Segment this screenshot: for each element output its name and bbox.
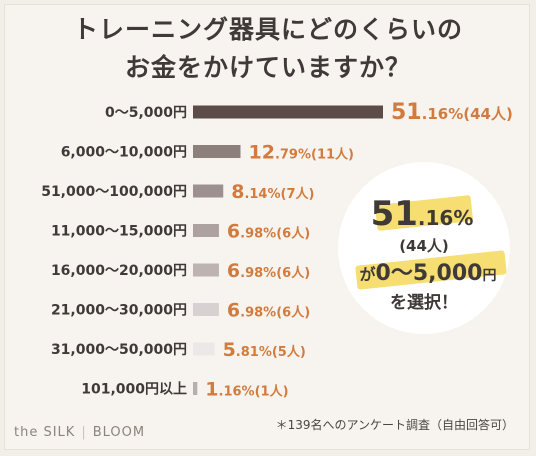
callout-selected-text: を選択！ bbox=[390, 292, 458, 313]
value-label: 6.98%(6人) bbox=[227, 221, 310, 243]
bar bbox=[193, 184, 224, 198]
callout-count: (44人) bbox=[399, 237, 449, 255]
callout-range-value: 0～5,000 bbox=[376, 261, 483, 286]
callout-percent-dec: .16% bbox=[418, 206, 473, 230]
category-label: 21,000～30,000円 bbox=[51, 303, 187, 319]
bar bbox=[193, 105, 383, 119]
callout-range: が0～5,000円 bbox=[360, 261, 497, 286]
bar bbox=[193, 303, 219, 316]
value-label: 6.98%(6人) bbox=[227, 300, 310, 322]
category-label: 0～5,000円 bbox=[105, 105, 187, 121]
value-label: 1.16%(1人) bbox=[205, 379, 288, 401]
callout-prefix: が bbox=[360, 265, 376, 284]
chart-title-line1: トレーニング器具にどのくらいの bbox=[72, 15, 463, 44]
value-label: 6.98%(6人) bbox=[227, 260, 310, 282]
category-label: 6,000～10,000円 bbox=[61, 145, 187, 161]
brand-left: the SILK bbox=[14, 425, 76, 440]
bar bbox=[193, 224, 219, 237]
brand-logo: the SILK | BLOOM bbox=[14, 425, 145, 440]
callout-highlight-2 bbox=[355, 250, 507, 290]
category-label: 51,000～100,000円 bbox=[41, 184, 187, 200]
value-label: 12.79%(11人) bbox=[249, 142, 355, 164]
bar bbox=[193, 382, 198, 395]
callout-percent-int: 51 bbox=[371, 194, 418, 234]
value-label: 51.16%(44人) bbox=[391, 100, 513, 125]
value-label: 8.14%(7人) bbox=[231, 181, 314, 203]
brand-right: BLOOM bbox=[92, 425, 146, 440]
callout-percent: 51.16% bbox=[371, 194, 474, 234]
category-label: 16,000～20,000円 bbox=[51, 263, 187, 279]
bar bbox=[193, 145, 241, 158]
callout-highlight-1 bbox=[375, 195, 473, 231]
chart-title-line2: お金をかけていますか？ bbox=[124, 53, 411, 82]
footnote: ＊139名へのアンケート調査（自由回答可） bbox=[275, 418, 514, 432]
category-label: 101,000円以上 bbox=[81, 382, 187, 398]
category-label: 11,000～15,000円 bbox=[51, 224, 187, 240]
callout-range-unit: 円 bbox=[482, 268, 496, 284]
bar bbox=[193, 342, 215, 356]
value-label: 5.81%(5人) bbox=[223, 339, 306, 361]
bar bbox=[193, 263, 219, 277]
category-label: 31,000～50,000円 bbox=[51, 342, 187, 358]
brand-separator: | bbox=[81, 425, 87, 440]
